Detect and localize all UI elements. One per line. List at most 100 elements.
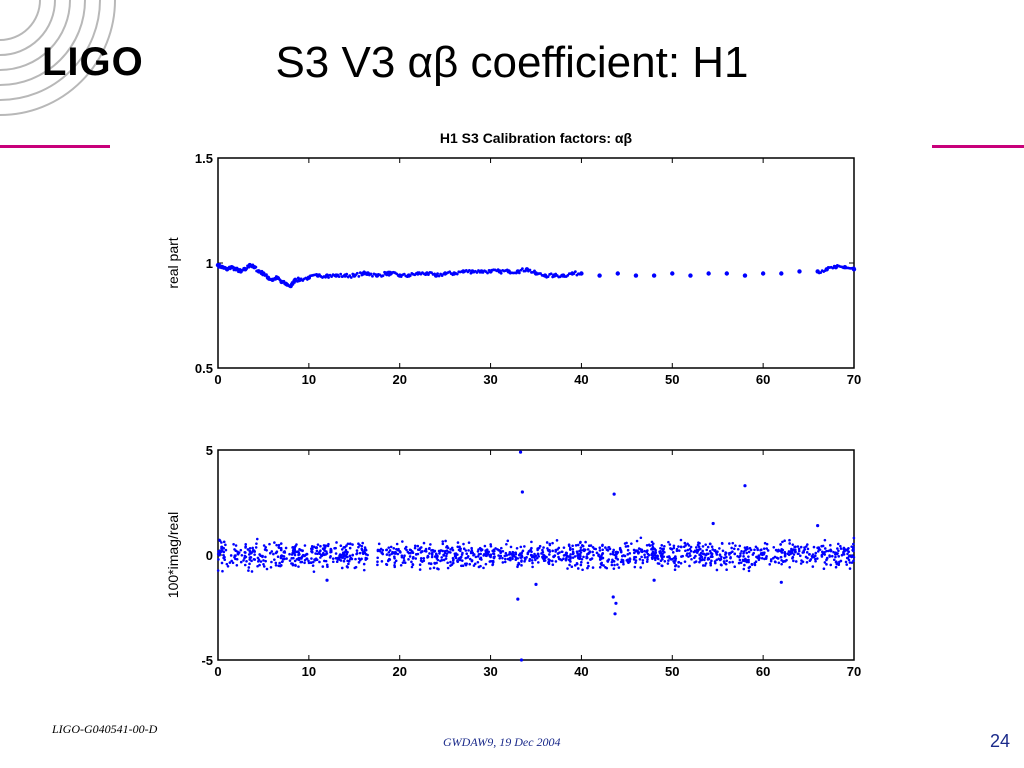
data-point (555, 539, 559, 542)
data-point (533, 552, 536, 556)
data-point (578, 557, 581, 560)
data-point (303, 554, 306, 558)
data-point (779, 543, 782, 546)
data-point (759, 552, 763, 555)
data-point (791, 555, 795, 559)
data-point (335, 560, 339, 564)
data-point (803, 546, 806, 549)
data-point (693, 549, 697, 553)
data-point (422, 541, 426, 545)
data-point (844, 548, 847, 551)
data-point (335, 541, 338, 544)
data-point (229, 554, 233, 557)
data-point (511, 555, 514, 558)
data-point (736, 555, 739, 558)
data-point (612, 548, 615, 552)
data-point (777, 561, 781, 565)
data-point (852, 549, 855, 553)
data-point (747, 550, 751, 554)
data-point (243, 563, 247, 567)
data-point (526, 552, 530, 556)
data-point (427, 273, 430, 276)
data-point (501, 561, 505, 564)
data-point (537, 555, 541, 558)
data-point (401, 561, 405, 564)
data-point (246, 548, 250, 551)
data-point (689, 545, 693, 549)
data-point (765, 542, 769, 546)
data-point (556, 548, 559, 551)
data-point (672, 546, 676, 550)
data-point (264, 546, 268, 549)
data-point (831, 266, 835, 270)
data-point (473, 562, 477, 566)
data-point (846, 547, 850, 551)
data-point (592, 553, 595, 557)
outlier-point (520, 490, 524, 494)
data-point (259, 560, 263, 563)
data-point (774, 560, 777, 564)
data-point (794, 560, 798, 563)
data-point (585, 556, 589, 560)
data-point (536, 547, 539, 550)
data-point (346, 555, 349, 559)
data-point (396, 552, 400, 556)
data-point (796, 545, 800, 548)
data-point (783, 554, 787, 557)
data-point (617, 566, 621, 569)
data-point (793, 545, 796, 549)
data-point (820, 555, 824, 558)
data-point (249, 556, 253, 559)
data-point (223, 558, 227, 562)
data-point (645, 543, 649, 547)
data-point (293, 548, 296, 551)
data-point (830, 554, 834, 558)
data-point (325, 550, 328, 553)
data-point (340, 548, 344, 551)
data-point (418, 568, 422, 571)
data-point (601, 548, 604, 552)
data-point (224, 548, 228, 552)
data-point (337, 275, 341, 278)
data-point (519, 545, 523, 549)
data-point (689, 554, 692, 557)
data-point (733, 565, 737, 569)
data-point (438, 552, 441, 555)
data-point (233, 555, 236, 559)
data-point (720, 542, 724, 545)
data-point (277, 543, 281, 547)
data-point (244, 546, 247, 549)
data-point (386, 559, 390, 563)
data-point (626, 548, 630, 552)
data-point (268, 542, 271, 546)
data-point (690, 557, 693, 561)
data-point (354, 557, 357, 561)
data-point (740, 549, 743, 553)
data-point (310, 557, 313, 560)
data-point (705, 548, 709, 552)
data-point (299, 560, 302, 564)
data-point (268, 551, 272, 555)
data-point (216, 552, 220, 556)
data-point (503, 560, 507, 564)
data-point (689, 549, 693, 553)
data-point (789, 552, 792, 556)
data-point (548, 550, 552, 553)
data-point (545, 541, 549, 544)
data-point (546, 547, 549, 550)
data-point (538, 544, 542, 548)
data-point (416, 552, 420, 556)
band-points (216, 536, 856, 573)
ligo-logo: LIGO (42, 40, 144, 84)
data-point (285, 557, 288, 560)
data-point (307, 561, 311, 565)
data-point (468, 562, 472, 566)
data-point (656, 556, 659, 559)
data-point (357, 557, 361, 560)
data-point (277, 545, 281, 549)
data-point (668, 556, 672, 560)
data-point (399, 551, 402, 554)
data-point (530, 550, 533, 554)
data-point (467, 269, 471, 272)
data-point (437, 274, 441, 278)
